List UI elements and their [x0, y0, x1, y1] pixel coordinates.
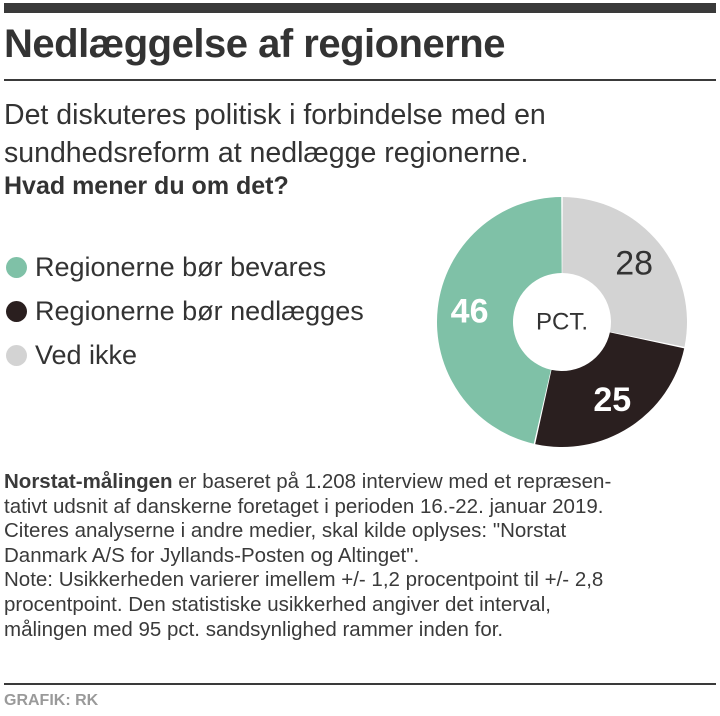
donut-label-2: 25: [593, 381, 631, 419]
note-line-1: er baseret på 1.208 interview med et rep…: [172, 470, 612, 493]
note-line-7: målingen med 95 pct. sandsynlighed ramme…: [4, 617, 504, 641]
note-line-3: Citeres analyserne i andre medier, skal …: [4, 519, 567, 543]
footer-divider: [4, 683, 716, 685]
survey-question: Det diskuteres politisk i forbindelse me…: [4, 99, 546, 169]
legend-label-bevares: Regionerne bør bevares: [35, 251, 327, 282]
title-divider: [4, 79, 716, 81]
chart-legend: Regionerne bør bevares Regionerne bør ne…: [6, 245, 364, 377]
legend-label-ved-ikke: Ved ikke: [35, 339, 138, 370]
legend-item-bevares: Regionerne bør bevares: [6, 245, 364, 289]
legend-label-nedlaegges: Regionerne bør nedlægges: [35, 295, 364, 326]
methodology-note: Norstat-målingen er baseret på 1.208 int…: [4, 470, 714, 642]
note-line-6: procentpoint. Den statistiske usikkerhed…: [4, 592, 551, 616]
donut-chart: 46 25 28 PCT.: [436, 197, 687, 447]
donut-label-1: 46: [451, 293, 489, 331]
survey-question-emphasis: Hvad mener du om det?: [4, 172, 289, 200]
donut-slice-3: [562, 197, 687, 347]
legend-swatch-bevares: [6, 256, 27, 278]
legend-swatch-ved-ikke: [6, 344, 27, 366]
legend-item-nedlaegges: Regionerne bør nedlægges: [6, 289, 364, 333]
note-lead: Norstat-målingen: [4, 470, 173, 493]
graphic-credit: GRAFIK: RK: [4, 692, 99, 709]
donut-slice-1: [436, 197, 562, 444]
donut-label-3: 28: [615, 244, 653, 282]
legend-item-ved-ikke: Ved ikke: [6, 333, 364, 377]
donut-center-label: PCT.: [536, 309, 588, 336]
top-rule: [4, 3, 716, 13]
note-line-2: tativt udsnit af danskerne foretaget i p…: [4, 494, 604, 518]
note-line-5: Note: Usikkerheden varierer imellem +/- …: [4, 568, 604, 592]
page-title: Nedlæggelse af regionerne: [4, 22, 505, 66]
donut-slice-2: [535, 332, 685, 447]
legend-swatch-nedlaegges: [6, 300, 27, 322]
note-line-4: Danmark A/S for Jyllands-Posten og Altin…: [4, 543, 420, 567]
